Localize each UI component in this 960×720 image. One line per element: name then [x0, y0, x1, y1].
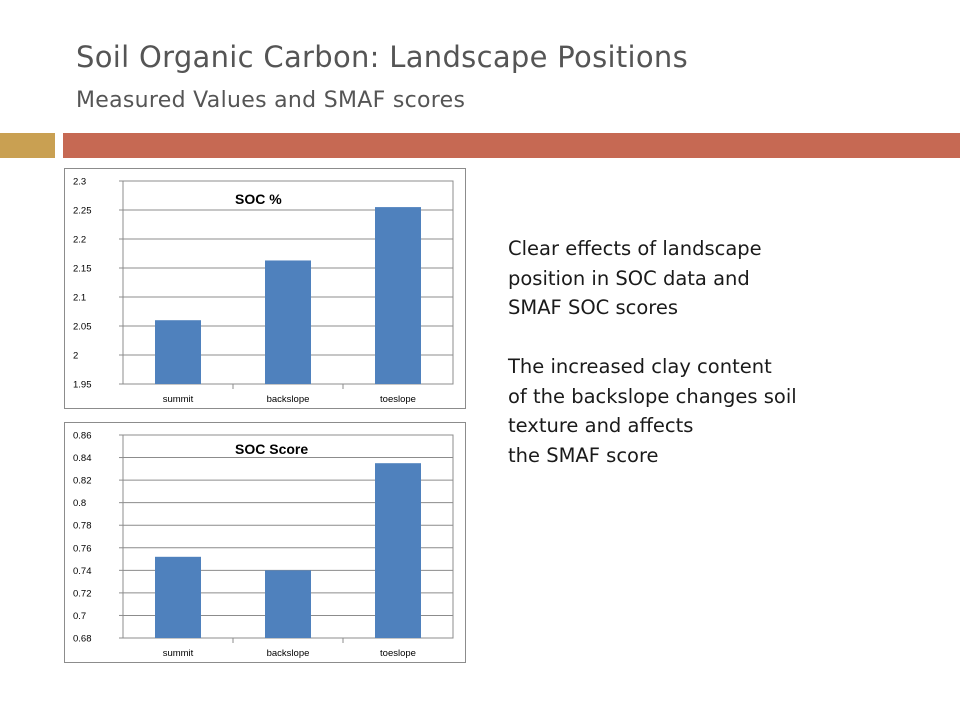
y-tick-label: 0.72 — [73, 588, 92, 599]
y-tick-label: 0.78 — [73, 521, 92, 532]
soc-percent-chart-svg: 1.95 2 2.05 2.1 2.15 2.2 2.25 2.3 summit backslop… — [73, 177, 454, 405]
x-tick-label: summit — [163, 394, 194, 405]
body-text: Clear effects of landscape position in S… — [508, 234, 948, 470]
y-tick-label: 0.8 — [73, 498, 86, 509]
y-tick-label: 2 — [73, 351, 78, 362]
soc-score-chart: 0.68 0.7 0.72 0.74 0.76 0.78 0.8 0.82 0.84 0.86 su… — [64, 422, 466, 663]
y-tick-label: 2.05 — [73, 322, 92, 333]
y-tick-label: 2.25 — [73, 206, 92, 217]
y-tick-label: 2.1 — [73, 293, 86, 304]
y-tick-label: 2.2 — [73, 235, 86, 246]
x-tick-label: toeslope — [380, 648, 416, 659]
y-tick-label: 0.84 — [73, 453, 92, 464]
y-tick-label: 2.3 — [73, 177, 86, 188]
bar-toeslope — [375, 207, 421, 384]
x-tick-label: backslope — [267, 394, 310, 405]
chart-title: SOC % — [235, 191, 282, 207]
y-tick-label: 0.74 — [73, 566, 92, 577]
accent-bar-rust — [63, 133, 960, 158]
x-tick-label: backslope — [267, 648, 310, 659]
body-paragraph-2: The increased clay content of the backsl… — [508, 355, 797, 467]
y-tick-label: 1.95 — [73, 380, 92, 391]
paragraph-gap — [508, 323, 948, 353]
y-tick-label: 0.68 — [73, 634, 92, 645]
x-tick-label: summit — [163, 648, 194, 659]
body-paragraph-1: Clear effects of landscape position in S… — [508, 237, 762, 319]
y-tick-label: 2.15 — [73, 264, 92, 275]
y-tick-label: 0.7 — [73, 611, 86, 622]
bar-toeslope — [375, 463, 421, 638]
accent-bar-gold — [0, 133, 55, 158]
y-tick-label: 0.82 — [73, 476, 92, 487]
chart-title: SOC Score — [235, 441, 308, 457]
slide-subtitle: Measured Values and SMAF scores — [76, 88, 466, 113]
y-tick-label: 0.76 — [73, 543, 92, 554]
bar-backslope — [265, 570, 311, 638]
slide-title: Soil Organic Carbon: Landscape Positions — [76, 40, 688, 74]
bar-summit — [155, 556, 201, 638]
x-tick-label: toeslope — [380, 394, 416, 405]
bar-backslope — [265, 260, 311, 384]
soc-percent-chart: 1.95 2 2.05 2.1 2.15 2.2 2.25 2.3 summit backslop… — [64, 168, 466, 409]
bar-summit — [155, 320, 201, 384]
y-tick-label: 0.86 — [73, 431, 92, 442]
soc-score-chart-svg: 0.68 0.7 0.72 0.74 0.76 0.78 0.8 0.82 0.84 0.86 su… — [73, 431, 454, 659]
